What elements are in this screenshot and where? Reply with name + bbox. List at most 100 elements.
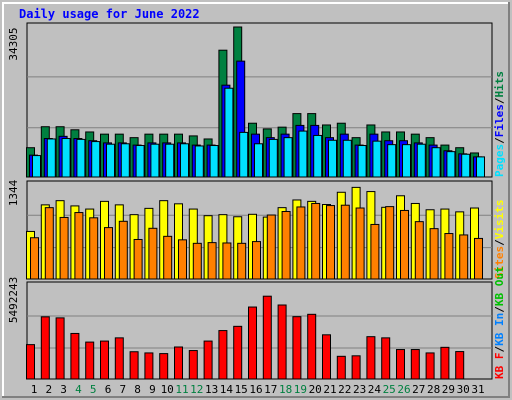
day-label-3: 3 xyxy=(60,383,67,396)
y-max-label: 1344 xyxy=(7,179,20,206)
bar-kb-f-day-26 xyxy=(396,349,405,380)
bar-pages-day-18 xyxy=(283,137,293,178)
bar-sites-day-31 xyxy=(474,237,483,280)
bar-pages-day-20 xyxy=(313,134,323,178)
bar-sites-day-30 xyxy=(459,234,469,280)
day-label-13: 13 xyxy=(205,383,218,396)
bar-pages-day-3 xyxy=(61,138,71,178)
day-label-11: 11 xyxy=(175,383,188,396)
y-max-label: 5492243 xyxy=(7,277,20,323)
legend-item: Sites xyxy=(493,246,506,279)
x-axis-day-labels: 1 2 3 4 5 6 7 8 9 10 11 12 13 14 15 16 17 18 19 20 21 22 23 24 2… xyxy=(31,383,485,396)
legend-item: KB Out xyxy=(493,266,506,306)
panel-background xyxy=(26,281,493,380)
bar-pages-day-22 xyxy=(342,139,352,178)
panel-hits-files-pages: 34305 Pages/Files/Hits xyxy=(7,22,506,178)
bar-sites-day-24 xyxy=(370,223,380,280)
bar-sites-day-10 xyxy=(163,235,173,280)
bar-kb-f-day-10 xyxy=(159,353,169,380)
day-label-23: 23 xyxy=(353,383,366,396)
bar-kb-f-day-18 xyxy=(277,304,287,380)
day-label-7: 7 xyxy=(119,383,126,396)
bar-sites-day-7 xyxy=(118,220,128,280)
bar-pages-day-27 xyxy=(416,143,426,178)
bar-pages-day-31 xyxy=(476,156,485,178)
bar-kb-f-day-23 xyxy=(351,355,361,380)
day-label-19: 19 xyxy=(294,383,307,396)
legend-item: Pages xyxy=(493,144,506,177)
bar-pages-day-10 xyxy=(165,143,175,178)
legend-kb: KB F/KB In/KB Out xyxy=(493,266,506,379)
bar-pages-day-5 xyxy=(91,141,101,178)
bar-kb-f-day-21 xyxy=(322,334,331,380)
bar-sites-day-3 xyxy=(59,216,69,280)
bar-kb-f-day-5 xyxy=(85,341,95,380)
panel-visits-sites: 1344 Sites/Visits xyxy=(7,179,506,280)
bar-sites-day-28 xyxy=(429,228,439,280)
bar-kb-f-day-29 xyxy=(440,346,450,380)
day-label-29: 29 xyxy=(442,383,455,396)
day-label-1: 1 xyxy=(31,383,38,396)
day-label-2: 2 xyxy=(45,383,52,396)
legend-item: Hits xyxy=(493,71,506,98)
day-label-17: 17 xyxy=(264,383,277,396)
day-label-27: 27 xyxy=(412,383,425,396)
bar-sites-day-26 xyxy=(400,209,409,280)
bar-sites-day-13 xyxy=(207,242,217,280)
bar-sites-day-2 xyxy=(44,207,54,280)
bar-sites-day-5 xyxy=(89,217,99,280)
bar-kb-f-day-22 xyxy=(336,355,346,380)
bar-sites-day-18 xyxy=(281,211,291,280)
bar-sites-day-22 xyxy=(340,204,350,280)
bar-kb-f-day-25 xyxy=(381,337,391,380)
legend-hits-files-pages: Pages/Files/Hits xyxy=(493,71,506,177)
day-label-30: 30 xyxy=(457,383,470,396)
bar-pages-day-1 xyxy=(32,155,41,178)
bar-pages-day-7 xyxy=(120,143,130,178)
bar-pages-day-29 xyxy=(446,151,456,178)
bar-sites-day-29 xyxy=(444,233,454,280)
bar-kb-f-day-14 xyxy=(218,330,228,380)
day-label-6: 6 xyxy=(105,383,112,396)
bar-pages-day-25 xyxy=(387,144,397,178)
day-label-22: 22 xyxy=(338,383,351,396)
bar-kb-f-day-17 xyxy=(262,295,272,380)
legend-item: / xyxy=(493,239,506,246)
bar-sites-day-12 xyxy=(192,242,202,280)
bar-kb-f-day-27 xyxy=(410,349,420,380)
day-label-15: 15 xyxy=(235,383,248,396)
day-label-16: 16 xyxy=(249,383,262,396)
bar-pages-day-15 xyxy=(239,131,249,178)
bar-pages-day-12 xyxy=(194,145,204,178)
legend-item: / xyxy=(493,346,506,353)
day-label-31: 31 xyxy=(471,383,484,396)
day-label-9: 9 xyxy=(149,383,156,396)
bar-sites-day-17 xyxy=(266,214,276,280)
y-max-label: 34305 xyxy=(7,27,20,60)
day-label-14: 14 xyxy=(220,383,234,396)
legend-item: Files xyxy=(493,104,506,137)
bar-sites-day-6 xyxy=(104,227,113,280)
day-label-24: 24 xyxy=(368,383,382,396)
bar-kb-f-day-16 xyxy=(248,306,257,380)
bar-sites-day-21 xyxy=(326,205,335,280)
bar-sites-day-9 xyxy=(148,227,158,280)
bar-sites-day-25 xyxy=(385,206,395,280)
bar-sites-day-14 xyxy=(222,242,232,280)
legend-item: KB F xyxy=(493,353,506,380)
day-label-4: 4 xyxy=(75,383,82,396)
bar-pages-day-21 xyxy=(328,139,337,178)
day-label-12: 12 xyxy=(190,383,203,396)
bar-kb-f-day-28 xyxy=(425,352,435,380)
bar-kb-f-day-9 xyxy=(144,352,154,380)
bar-pages-day-23 xyxy=(357,145,367,178)
bar-pages-day-19 xyxy=(298,130,308,178)
day-label-20: 20 xyxy=(309,383,322,396)
bar-kb-f-day-19 xyxy=(292,316,302,380)
bar-sites-day-19 xyxy=(296,206,306,280)
chart-panels: 34305Pages/Files/Hits1344Sites/Visits549… xyxy=(7,22,506,380)
bar-sites-day-4 xyxy=(74,212,84,280)
bar-pages-day-17 xyxy=(268,138,278,178)
chart-title: Daily usage for June 2022 xyxy=(19,7,200,21)
